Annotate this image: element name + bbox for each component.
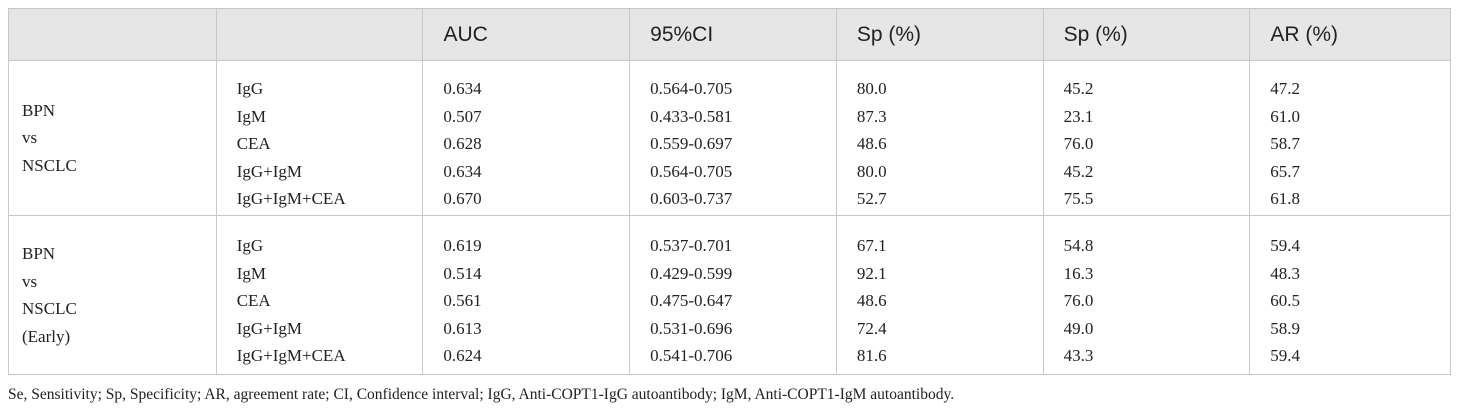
marker-cell: IgG+IgM — [236, 161, 303, 181]
table-header: AUC 95%CI Sp (%) Sp (%) AR (%) — [9, 9, 1450, 61]
sp-cell: 52.7 — [856, 189, 887, 208]
ar-cell: 59.4 — [1270, 346, 1301, 365]
group-label-line: vs — [22, 128, 38, 148]
auc-column: 0.634 0.507 0.628 0.634 0.670 — [422, 61, 629, 215]
sp2-cell: 76.0 — [1063, 291, 1094, 310]
sp2-cell: 49.0 — [1063, 318, 1094, 338]
marker-cell: IgM — [236, 106, 266, 126]
sp-cell: 92.1 — [856, 263, 887, 283]
group-label: BPN vs NSCLC (Early) — [9, 216, 216, 374]
ar-column: 59.4 48.3 60.5 58.9 59.4 — [1249, 216, 1450, 374]
group-label: BPN vs NSCLC — [9, 61, 216, 215]
sp-cell: 48.6 — [856, 134, 887, 153]
sp-cell: 87.3 — [856, 106, 887, 126]
group-label-line: BPN — [22, 244, 56, 263]
ar-cell: 48.3 — [1270, 263, 1301, 283]
sp2-cell: 16.3 — [1063, 263, 1094, 283]
marker-cell: IgG — [236, 79, 264, 98]
ci-cell: 0.603-0.737 — [650, 189, 733, 208]
table-group: BPN vs NSCLC IgG IgM CEA IgG+IgM IgG+IgM+CEA 0.6… — [9, 61, 1450, 216]
ci-column: 0.564-0.705 0.433-0.581 0.559-0.697 0.564-0… — [629, 61, 836, 215]
header-cell-sp-1: Sp (%) — [835, 9, 1043, 60]
sp-cell: 80.0 — [856, 161, 887, 181]
sp2-column: 45.2 23.1 76.0 45.2 75.5 — [1042, 61, 1250, 215]
header-cell-ar: AR (%) — [1249, 9, 1450, 60]
sp2-cell: 75.5 — [1063, 189, 1094, 208]
sp-cell: 80.0 — [856, 79, 887, 98]
ci-cell: 0.475-0.647 — [650, 291, 733, 310]
ci-cell: 0.564-0.705 — [650, 161, 733, 181]
ar-cell: 60.5 — [1270, 291, 1301, 310]
marker-cell: CEA — [236, 134, 271, 153]
sp2-cell: 54.8 — [1063, 236, 1094, 255]
group-label-line: BPN — [22, 100, 56, 120]
header-cell-marker — [215, 9, 423, 60]
auc-cell: 0.619 — [443, 236, 482, 255]
sp-cell: 67.1 — [856, 236, 887, 255]
marker-cell: IgG+IgM — [236, 318, 303, 338]
sp-column: 80.0 87.3 48.6 80.0 52.7 — [835, 61, 1043, 215]
ar-column: 47.2 61.0 58.7 65.7 61.8 — [1249, 61, 1450, 215]
ar-cell: 58.9 — [1270, 318, 1301, 338]
auc-cell: 0.561 — [443, 291, 482, 310]
auc-cell: 0.628 — [443, 134, 482, 153]
ci-cell: 0.433-0.581 — [650, 106, 733, 126]
ci-column: 0.537-0.701 0.429-0.599 0.475-0.647 0.531-0… — [629, 216, 836, 374]
sp2-cell: 45.2 — [1063, 161, 1094, 181]
ci-cell: 0.564-0.705 — [650, 79, 733, 98]
auc-cell: 0.507 — [443, 106, 482, 126]
ci-cell: 0.541-0.706 — [650, 346, 733, 365]
marker-column: IgG IgM CEA IgG+IgM IgG+IgM+CEA — [215, 61, 423, 215]
table-footnote: Se, Sensitivity; Sp, Specificity; AR, ag… — [8, 386, 955, 403]
sp2-cell: 45.2 — [1063, 79, 1094, 98]
marker-cell: IgG+IgM+CEA — [236, 189, 346, 208]
header-cell-sp-2: Sp (%) — [1042, 9, 1250, 60]
ci-cell: 0.429-0.599 — [650, 263, 733, 283]
group-label-line: NSCLC — [22, 299, 77, 318]
sp-cell: 48.6 — [856, 291, 887, 310]
header-cell-auc: AUC — [422, 9, 629, 60]
marker-cell: IgG+IgM+CEA — [236, 346, 346, 365]
ar-cell: 65.7 — [1270, 161, 1301, 181]
group-label-line: vs — [22, 271, 38, 291]
ci-cell: 0.531-0.696 — [650, 318, 733, 338]
sp-cell: 81.6 — [856, 346, 887, 365]
sp2-cell: 23.1 — [1063, 106, 1094, 126]
ar-cell: 59.4 — [1270, 236, 1301, 255]
sp2-cell: 43.3 — [1063, 346, 1094, 365]
auc-cell: 0.670 — [443, 189, 482, 208]
auc-column: 0.619 0.514 0.561 0.613 0.624 — [422, 216, 629, 374]
ci-cell: 0.537-0.701 — [650, 236, 733, 255]
group-label-line: (Early) — [22, 326, 71, 346]
sp-cell: 72.4 — [856, 318, 887, 338]
auc-cell: 0.634 — [443, 161, 482, 181]
ar-cell: 47.2 — [1270, 79, 1301, 98]
ar-cell: 61.0 — [1270, 106, 1301, 126]
marker-cell: IgG — [236, 236, 264, 255]
auc-cell: 0.613 — [443, 318, 482, 338]
sp2-column: 54.8 16.3 76.0 49.0 43.3 — [1042, 216, 1250, 374]
header-cell-ci: 95%CI — [629, 9, 836, 60]
ar-cell: 61.8 — [1270, 189, 1301, 208]
auc-cell: 0.514 — [443, 263, 482, 283]
header-cell-group — [9, 9, 216, 60]
marker-cell: CEA — [236, 291, 271, 310]
results-table: AUC 95%CI Sp (%) Sp (%) AR (%) BPN vs NSCL… — [8, 8, 1451, 375]
sp-column: 67.1 92.1 48.6 72.4 81.6 — [835, 216, 1043, 374]
group-label-line: NSCLC — [22, 155, 77, 175]
ar-cell: 58.7 — [1270, 134, 1301, 153]
marker-cell: IgM — [236, 263, 266, 283]
ci-cell: 0.559-0.697 — [650, 134, 733, 153]
auc-cell: 0.634 — [443, 79, 482, 98]
marker-column: IgG IgM CEA IgG+IgM IgG+IgM+CEA — [215, 216, 423, 374]
auc-cell: 0.624 — [443, 346, 482, 365]
table-group: BPN vs NSCLC (Early) IgG IgM CEA IgG+IgM IgG+IgM… — [9, 216, 1450, 374]
sp2-cell: 76.0 — [1063, 134, 1094, 153]
